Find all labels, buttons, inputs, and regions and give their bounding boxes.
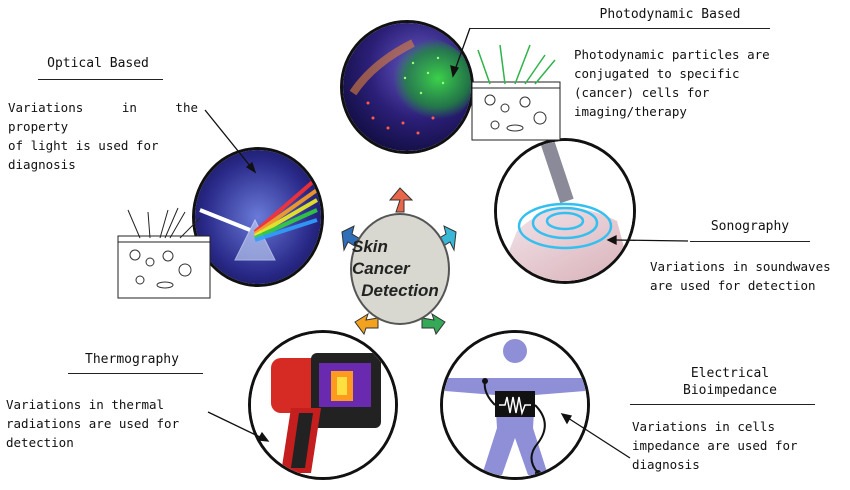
ultrasound-icon (497, 141, 633, 281)
optical-desc-line: of light is used for (8, 138, 159, 153)
optical-desc: Variations in the property of light is u… (8, 98, 198, 174)
electrical-title-rule (630, 404, 815, 405)
photodynamic-desc-line: Photodynamic particles are (574, 47, 770, 62)
center-node: Skin Cancer Detection (350, 213, 450, 325)
thermal-camera-icon (251, 333, 395, 477)
arrow-right-lower (421, 312, 446, 336)
thermography-desc-line: detection (6, 435, 74, 450)
electrical-desc-line: Variations in cells (632, 419, 775, 434)
thermography-desc: Variations in thermal radiations are use… (6, 395, 208, 452)
center-label-line1: Skin Cancer (352, 237, 410, 278)
thermography-desc-line: radiations are used for (6, 416, 180, 431)
sonography-desc-line: Variations in soundwaves (650, 259, 831, 274)
photodynamic-desc-line: imaging/therapy (574, 104, 687, 119)
photodynamic-title: Photodynamic Based (599, 7, 741, 22)
arrow-left-lower (354, 312, 379, 336)
thermography-title: Thermography (85, 352, 179, 367)
electrical-desc: Variations in cells impedance are used f… (632, 417, 842, 474)
sonography-title: Sonography (710, 219, 790, 234)
thermography-image (248, 330, 398, 480)
optical-desc-line: Variations in the property (8, 100, 198, 134)
optical-title: Optical Based (47, 56, 149, 71)
optical-title-rule (38, 79, 163, 80)
prism-icon (195, 150, 321, 284)
sonography-image (494, 138, 636, 284)
sonography-desc-line: are used for detection (650, 278, 816, 293)
thermography-desc-line: Variations in thermal (6, 397, 165, 412)
photodynamic-title-rule (470, 28, 770, 29)
photodynamic-desc-line: (cancer) cells for (574, 85, 710, 100)
optical-image (192, 147, 324, 287)
fluorescence-icon (343, 23, 471, 151)
thermography-title-rule (68, 373, 203, 374)
sonography-title-rule (690, 241, 810, 242)
electrical-title-line2: Bioimpedance (683, 383, 777, 398)
photodynamic-desc-line: conjugated to specific (574, 66, 740, 81)
skin-cell-icon (471, 44, 561, 141)
electrical-desc-line: impedance are used for (632, 438, 798, 453)
arrow-top (388, 187, 414, 213)
electrical-desc-line: diagnosis (632, 457, 700, 472)
center-label-line2: Detection (361, 281, 439, 300)
optical-desc-line: diagnosis (8, 157, 76, 172)
electrical-image (440, 330, 590, 480)
sonography-desc: Variations in soundwaves are used for de… (650, 257, 842, 295)
photodynamic-desc: Photodynamic particles are conjugated to… (574, 45, 784, 121)
electrical-title-line1: Electrical (690, 366, 770, 381)
skin-cell-icon (117, 207, 211, 299)
